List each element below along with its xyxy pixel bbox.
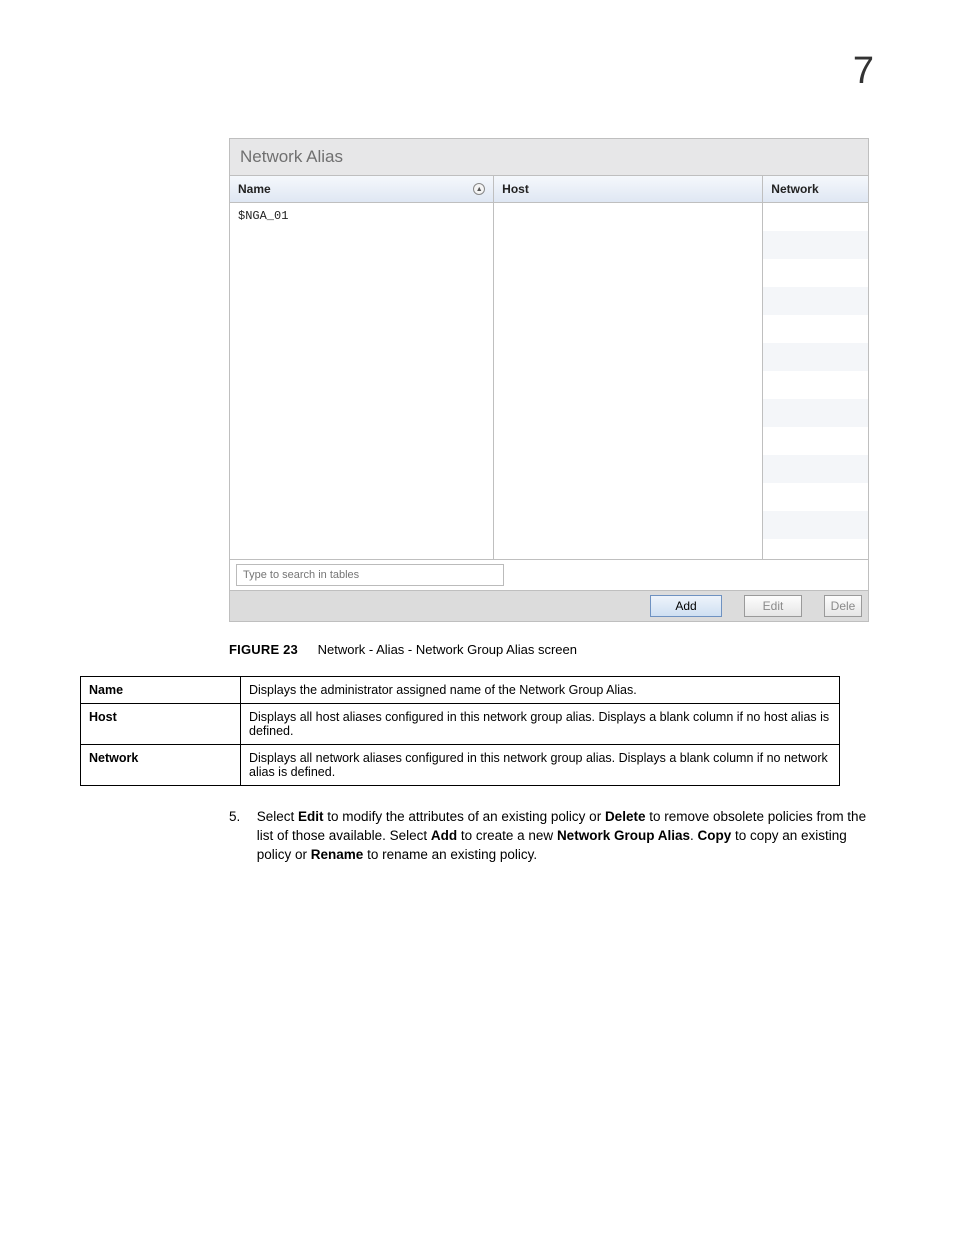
desc-text: Displays all network aliases configured … [241, 745, 840, 786]
desc-text: Displays the administrator assigned name… [241, 677, 840, 704]
search-input[interactable] [236, 564, 504, 586]
bold-edit: Edit [298, 809, 324, 824]
figure-text: Network - Alias - Network Group Alias sc… [318, 642, 577, 657]
edit-button[interactable]: Edit [744, 595, 802, 617]
grid-col-host [494, 203, 763, 559]
grid-body: $NGA_01 [230, 203, 868, 559]
text: Select [257, 809, 298, 824]
table-row-host [494, 203, 762, 215]
page-number: 7 [853, 50, 874, 93]
instruction-step: 5. Select Edit to modify the attributes … [229, 808, 869, 865]
desc-term: Network [81, 745, 241, 786]
column-header-host-label: Host [502, 182, 529, 196]
figure-caption: FIGURE 23 Network - Alias - Network Grou… [229, 642, 577, 657]
table-row: Host Displays all host aliases configure… [81, 704, 840, 745]
network-alias-panel: Network Alias Name ▲ Host Network $NGA_0… [229, 138, 869, 622]
bold-add: Add [431, 828, 457, 843]
column-header-name[interactable]: Name ▲ [230, 176, 494, 202]
search-row [230, 559, 868, 590]
grid-col-network [763, 203, 868, 559]
step-body: Select Edit to modify the attributes of … [257, 808, 867, 865]
grid-col-name: $NGA_01 [230, 203, 494, 559]
figure-label: FIGURE 23 [229, 642, 298, 657]
desc-term: Name [81, 677, 241, 704]
table-row-name[interactable]: $NGA_01 [230, 203, 493, 229]
text: to modify the attributes of an existing … [324, 809, 605, 824]
column-header-network-label: Network [771, 182, 818, 196]
panel-title: Network Alias [230, 139, 868, 176]
desc-text: Displays all host aliases configured in … [241, 704, 840, 745]
bold-copy: Copy [697, 828, 731, 843]
table-row: Network Displays all network aliases con… [81, 745, 840, 786]
sort-asc-icon[interactable]: ▲ [473, 183, 485, 195]
desc-term: Host [81, 704, 241, 745]
add-button[interactable]: Add [650, 595, 722, 617]
column-header-name-label: Name [238, 182, 271, 196]
table-row: Name Displays the administrator assigned… [81, 677, 840, 704]
column-header-network[interactable]: Network [763, 176, 868, 202]
table-row-network [763, 203, 868, 215]
column-headers: Name ▲ Host Network [230, 176, 868, 203]
bold-delete: Delete [605, 809, 646, 824]
bold-rename: Rename [311, 847, 364, 862]
step-number: 5. [229, 808, 253, 827]
text: to create a new [457, 828, 557, 843]
delete-button[interactable]: Dele [824, 595, 862, 617]
text: to rename an existing policy. [363, 847, 537, 862]
button-row: Add Edit Dele [230, 590, 868, 621]
column-header-host[interactable]: Host [494, 176, 763, 202]
bold-nga: Network Group Alias [557, 828, 690, 843]
description-table: Name Displays the administrator assigned… [80, 676, 840, 786]
